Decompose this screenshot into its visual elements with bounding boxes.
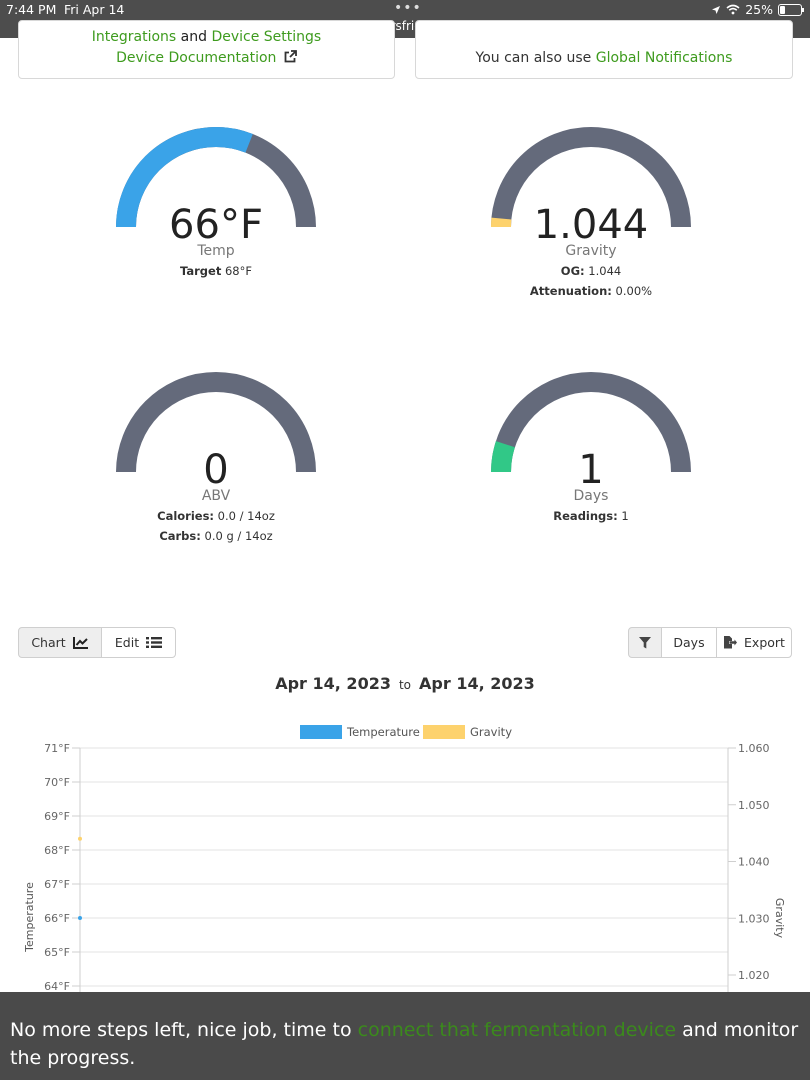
filter-button[interactable] — [628, 627, 662, 658]
temp-label: Temp — [197, 243, 235, 259]
days-filter-button[interactable]: Days — [661, 627, 717, 658]
temp-value: 66°F — [169, 202, 263, 248]
data-point-gravity — [78, 836, 82, 841]
status-time: 7:44 PM — [6, 2, 57, 17]
legend-swatch-temperature — [300, 725, 342, 739]
y-tick-label: 66°F — [44, 912, 70, 925]
readings-value: 1 — [617, 509, 629, 523]
y-axis-title: Temperature — [23, 882, 36, 953]
fermentation-chart[interactable]: 71°F 70°F 69°F 68°F 67°F 66°F 65°F 64°F 1.060 1.0… — [0, 715, 810, 992]
y-tick-label: 71°F — [44, 742, 70, 755]
y2-tick-label: 1.050 — [738, 799, 770, 812]
readings-label: Readings: — [553, 509, 618, 523]
abv-gauge-arc — [116, 372, 316, 472]
gauge-track — [491, 372, 691, 472]
y-tick-label: 68°F — [44, 844, 70, 857]
abv-label: ABV — [201, 488, 231, 504]
onboarding-overlay: No more steps left, nice job, time to co… — [0, 992, 810, 1080]
overlay-text-before: No more steps left, nice job, time to — [10, 1019, 358, 1041]
y-tick-label: 64°F — [44, 980, 70, 992]
export-button[interactable]: Export — [716, 627, 792, 658]
abv-value: 0 — [203, 447, 229, 493]
notifications-line: You can also use Global Notifications — [416, 50, 792, 66]
date-to: Apr 14, 2023 — [419, 674, 535, 693]
legend-swatch-gravity — [423, 725, 465, 739]
status-right: 25% — [711, 2, 804, 17]
integrations-link[interactable]: Integrations — [91, 29, 177, 45]
y-tick-label: 70°F — [44, 776, 70, 789]
gravity-gauge-arc — [491, 127, 691, 227]
target-value: 68°F — [221, 264, 252, 278]
gauge-track — [116, 372, 316, 472]
list-icon — [146, 637, 163, 648]
carbs-line: Carbs: 0.0 g / 14oz — [106, 529, 326, 543]
attenuation-line: Attenuation: 0.00% — [481, 284, 701, 298]
attenuation-label: Attenuation: — [529, 284, 612, 298]
notifications-prefix: You can also use — [475, 50, 596, 66]
edit-tab-button[interactable]: Edit — [101, 627, 176, 658]
integrations-line: Integrations and Device Settings — [19, 29, 394, 45]
date-from: Apr 14, 2023 — [275, 674, 391, 693]
status-date: Fri Apr 14 — [64, 2, 125, 17]
y2-axis-title: Gravity — [773, 898, 786, 939]
carbs-value: 0.0 g / 14oz — [200, 529, 273, 543]
device-documentation-link[interactable]: Device Documentation — [116, 50, 277, 66]
location-icon — [712, 5, 721, 14]
calories-label: Calories: — [157, 509, 215, 523]
battery-icon — [778, 3, 804, 16]
edit-tab-label: Edit — [114, 635, 140, 650]
y-tick-label: 69°F — [44, 810, 70, 823]
device-documentation-line[interactable]: Device Documentation — [19, 50, 394, 66]
target-label: Target — [180, 264, 222, 278]
gauge-fill — [116, 127, 253, 227]
line-chart-icon — [72, 637, 88, 649]
data-point-temperature — [78, 916, 82, 920]
y-tick-label: 67°F — [44, 878, 70, 891]
y-tick-label: 65°F — [44, 946, 70, 959]
export-label: Export — [744, 635, 785, 650]
og-label: OG: — [560, 264, 585, 278]
date-range: Apr 14, 2023 to Apr 14, 2023 — [0, 674, 810, 693]
y2-tick-label: 1.030 — [738, 912, 770, 925]
days-label: Days — [573, 488, 609, 504]
days-value: 1 — [578, 447, 604, 493]
overlay-text-after: and monitor the progress. — [10, 1019, 799, 1069]
tab-dots-icon[interactable]: ••• — [394, 0, 422, 16]
gravity-value: 1.044 — [533, 202, 649, 248]
chart-tab-label: Chart — [31, 635, 66, 650]
carbs-label: Carbs: — [159, 529, 201, 543]
calories-line: Calories: 0.0 / 14oz — [106, 509, 326, 523]
device-info-card: Integrations and Device Settings Device … — [18, 20, 395, 79]
calories-value: 0.0 / 14oz — [214, 509, 275, 523]
device-settings-link[interactable]: Device Settings — [211, 29, 322, 45]
export-icon — [724, 636, 738, 649]
external-link-icon — [284, 50, 297, 63]
temp-gauge-arc — [116, 127, 316, 227]
chart-tab-button[interactable]: Chart — [18, 627, 102, 658]
gravity-label: Gravity — [565, 243, 617, 259]
gauge-track — [491, 127, 691, 227]
days-filter-label: Days — [673, 635, 705, 650]
readings-line: Readings: 1 — [481, 509, 701, 523]
legend-label-gravity: Gravity — [470, 725, 512, 739]
global-notifications-link[interactable]: Global Notifications — [595, 50, 733, 66]
and-text: and — [176, 29, 212, 45]
notifications-card: You can also use Global Notifications — [415, 20, 793, 79]
wifi-icon — [726, 4, 740, 15]
legend-label-temperature: Temperature — [346, 725, 420, 739]
battery-percent: 25% — [745, 2, 773, 17]
y2-tick-label: 1.040 — [738, 856, 770, 869]
y2-tick-label: 1.020 — [738, 969, 770, 982]
connect-device-link[interactable]: connect that fermentation device — [357, 1019, 677, 1041]
date-to-word: to — [398, 678, 412, 692]
battery-level — [780, 5, 785, 14]
filter-icon — [639, 636, 651, 648]
og-line: OG: 1.044 — [481, 264, 701, 278]
gauge-fill — [491, 441, 516, 472]
y2-tick-label: 1.060 — [738, 742, 770, 755]
days-gauge-arc — [491, 372, 691, 472]
og-value: 1.044 — [584, 264, 622, 278]
temp-target: Target 68°F — [106, 264, 326, 278]
attenuation-value: 0.00% — [611, 284, 653, 298]
